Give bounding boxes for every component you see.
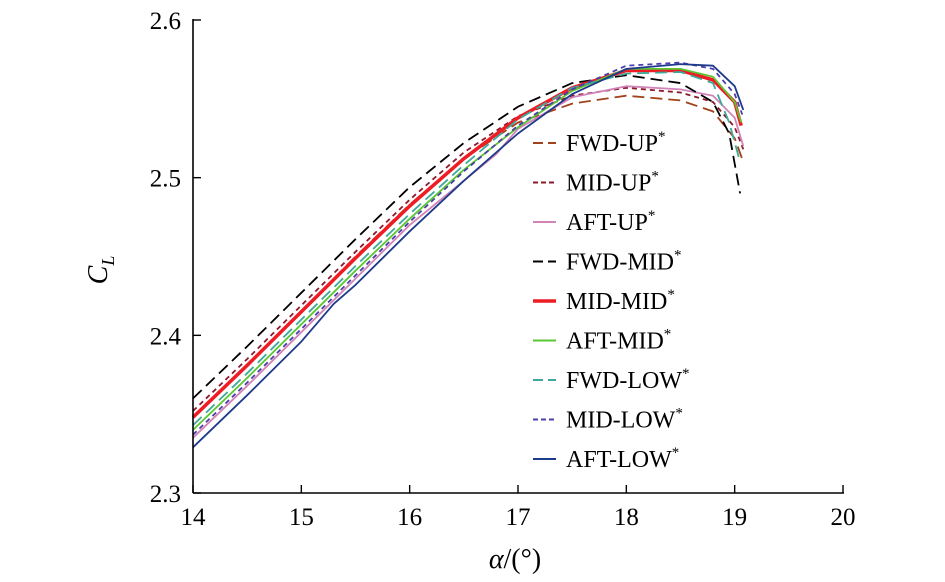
series-line-mid-low [192,61,744,436]
legend-label-fwd-mid: FWD-MID* [566,248,682,276]
y-tick-label: 2.3 [150,481,181,508]
series-line-aft-low [192,63,745,448]
legend-label-aft-up: AFT-UP* [566,208,655,236]
series-line-fwd-low [192,71,741,426]
legend-label-fwd-low: FWD-LOW* [566,366,689,394]
svg-text:CL: CL [83,256,118,285]
x-tick-label: 20 [831,504,856,531]
series-line-aft-mid [192,68,743,431]
axes [192,19,844,494]
legend-label-mid-mid: MID-MID* [566,287,675,315]
x-axis-title: α/(°) [489,544,541,575]
legend-label-aft-low: AFT-LOW* [566,445,679,473]
x-tick-label: 14 [181,504,207,531]
legend: FWD-UP* MID-UP* AFT-UP* FWD-MID* MID-MID* AFT… [533,129,689,473]
y-axis-title: CL [83,256,118,285]
x-tick-label: 16 [397,504,422,531]
series-line-mid-mid [191,68,743,419]
series-line-fwd-mid [192,74,741,400]
x-tick-label: 18 [614,504,639,531]
x-tick-label: 17 [506,504,531,531]
y-tick-label: 2.4 [150,323,182,350]
legend-label-mid-low: MID-LOW* [566,406,683,434]
series-line-mid-up [192,86,745,412]
series-lines [191,61,745,448]
x-tick-label: 15 [289,504,314,531]
y-tick-label: 2.5 [150,166,181,193]
legend-label-fwd-up: FWD-UP* [566,129,666,157]
legend-label-mid-up: MID-UP* [566,169,659,197]
tick-labels: 14 15 16 17 18 19 20 2.3 2.4 2.5 2.6 [150,8,856,531]
y-tick-label: 2.6 [150,8,181,35]
series-line-aft-up [192,85,745,439]
legend-label-aft-mid: AFT-MID* [566,327,671,355]
x-tick-label: 19 [722,504,747,531]
